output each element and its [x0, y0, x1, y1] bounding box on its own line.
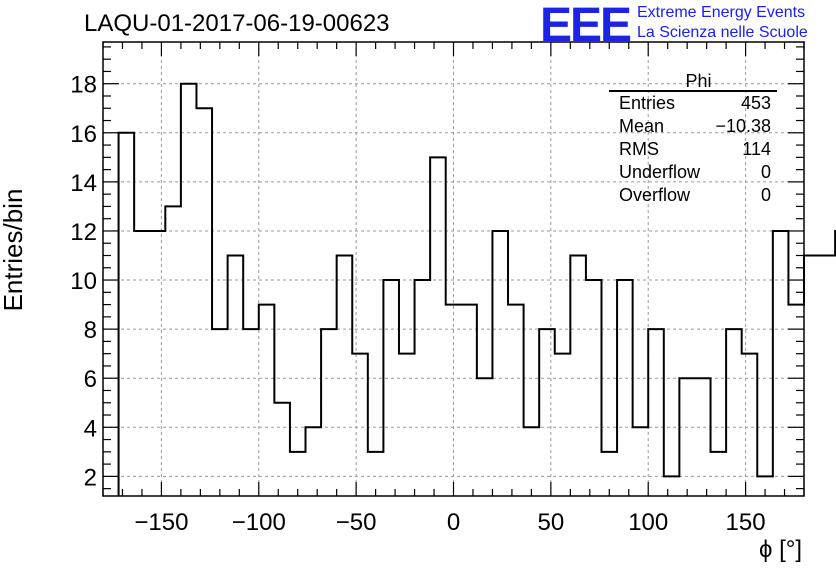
histogram-bin: [430, 157, 446, 496]
y-tick-label: 2: [84, 464, 97, 491]
x-tick-label: −50: [336, 509, 377, 536]
histogram-bin: [446, 305, 462, 496]
histogram-bin: [633, 427, 649, 496]
histogram-bin: [119, 133, 135, 496]
stats-box: Phi Entries 453 Mean −10.38 RMS 114 Unde…: [609, 71, 777, 207]
x-tick-label: 150: [726, 509, 766, 536]
histogram-bin: [555, 354, 571, 496]
y-tick-label: 10: [70, 268, 97, 295]
histogram-bin: [228, 256, 244, 496]
stats-box-divider: [609, 90, 777, 92]
histogram-layer: [117, 82, 836, 496]
histogram-outline: [117, 82, 836, 496]
eee-logo-mark: EEE: [540, 0, 632, 52]
histogram-bin: [508, 305, 524, 496]
y-tick-label: 14: [70, 170, 97, 197]
chart-title: LAQU-01-2017-06-19-00623: [84, 10, 390, 37]
stats-value: 0: [760, 162, 771, 182]
histogram-bin: [461, 305, 477, 496]
stats-label: Mean: [619, 116, 665, 136]
y-tick-label: 6: [84, 366, 97, 393]
histogram-bin: [742, 354, 758, 496]
histogram-bin: [695, 378, 711, 496]
y-axis-label: Entries/bin: [0, 188, 28, 312]
axis-layer: [102, 41, 805, 497]
x-tick-label: 0: [447, 509, 460, 536]
histogram-bin: [399, 354, 415, 496]
histogram-bin: [150, 231, 166, 496]
stats-row-rms: RMS 114: [609, 138, 773, 161]
histogram-bin: [788, 305, 804, 496]
histogram-bin: [492, 231, 508, 496]
x-axis-label: ϕ [°]: [758, 536, 802, 563]
stats-label: Overflow: [619, 185, 691, 205]
histogram-bin: [337, 256, 353, 496]
histogram-bin: [243, 329, 259, 496]
histogram-bin: [539, 329, 555, 496]
histogram-bin: [181, 84, 197, 496]
stats-value: 0: [760, 185, 771, 205]
histogram-bin: [648, 329, 664, 496]
histogram-bin: [415, 280, 431, 496]
histogram-bin: [306, 427, 322, 496]
histogram-bin: [212, 329, 228, 496]
stats-row-overflow: Overflow 0: [609, 184, 773, 207]
histogram-bin: [383, 280, 399, 496]
stats-label: RMS: [619, 139, 659, 159]
histogram-bin: [679, 378, 695, 496]
histogram-bin: [321, 329, 337, 496]
histogram-bin: [134, 231, 150, 496]
histogram-bin: [165, 206, 181, 496]
y-tick-label: 18: [70, 72, 97, 99]
histogram-bin: [196, 108, 212, 496]
histogram-bin: [586, 280, 602, 496]
histogram-bin: [259, 305, 275, 496]
histogram-bin: [352, 354, 368, 496]
x-tick-label: 100: [628, 509, 668, 536]
y-tick-label: 16: [70, 121, 97, 148]
stats-label: Underflow: [619, 162, 701, 182]
stats-row-entries: Entries 453: [609, 92, 773, 115]
histogram-bin: [773, 231, 789, 496]
logo-line-2: La Scienza nelle Scuole: [637, 24, 808, 41]
histogram-bin: [524, 427, 540, 496]
histogram-bin: [726, 329, 742, 496]
histogram-bin: [274, 403, 290, 496]
x-tick-label: 50: [538, 509, 565, 536]
histogram-bin: [570, 256, 586, 496]
stats-value: 453: [740, 93, 771, 113]
histogram-bin: [477, 378, 493, 496]
x-tick-label: −150: [134, 509, 188, 536]
histogram-bin: [664, 476, 680, 496]
y-tick-label: 12: [70, 219, 97, 246]
y-tick-label: 4: [84, 415, 97, 442]
stats-row-mean: Mean −10.38: [609, 115, 773, 138]
histogram-bin: [804, 256, 820, 496]
histogram-bin: [820, 256, 836, 496]
x-tick-label: −100: [232, 509, 286, 536]
stats-label: Entries: [619, 93, 676, 113]
y-tick-label: 8: [84, 317, 97, 344]
stats-value: −10.38: [715, 116, 771, 136]
logo-line-1: Extreme Energy Events: [637, 4, 806, 21]
histogram-bin: [617, 280, 633, 496]
stats-value: 114: [742, 139, 771, 159]
stats-row-underflow: Underflow 0: [609, 161, 773, 184]
histogram-bin: [711, 452, 727, 496]
stats-box-title: Phi: [685, 71, 712, 91]
tick-label-layer: −150 −100 −50 0 50 100 150 2 4 6 8 10 12 14 16 18: [70, 72, 765, 536]
